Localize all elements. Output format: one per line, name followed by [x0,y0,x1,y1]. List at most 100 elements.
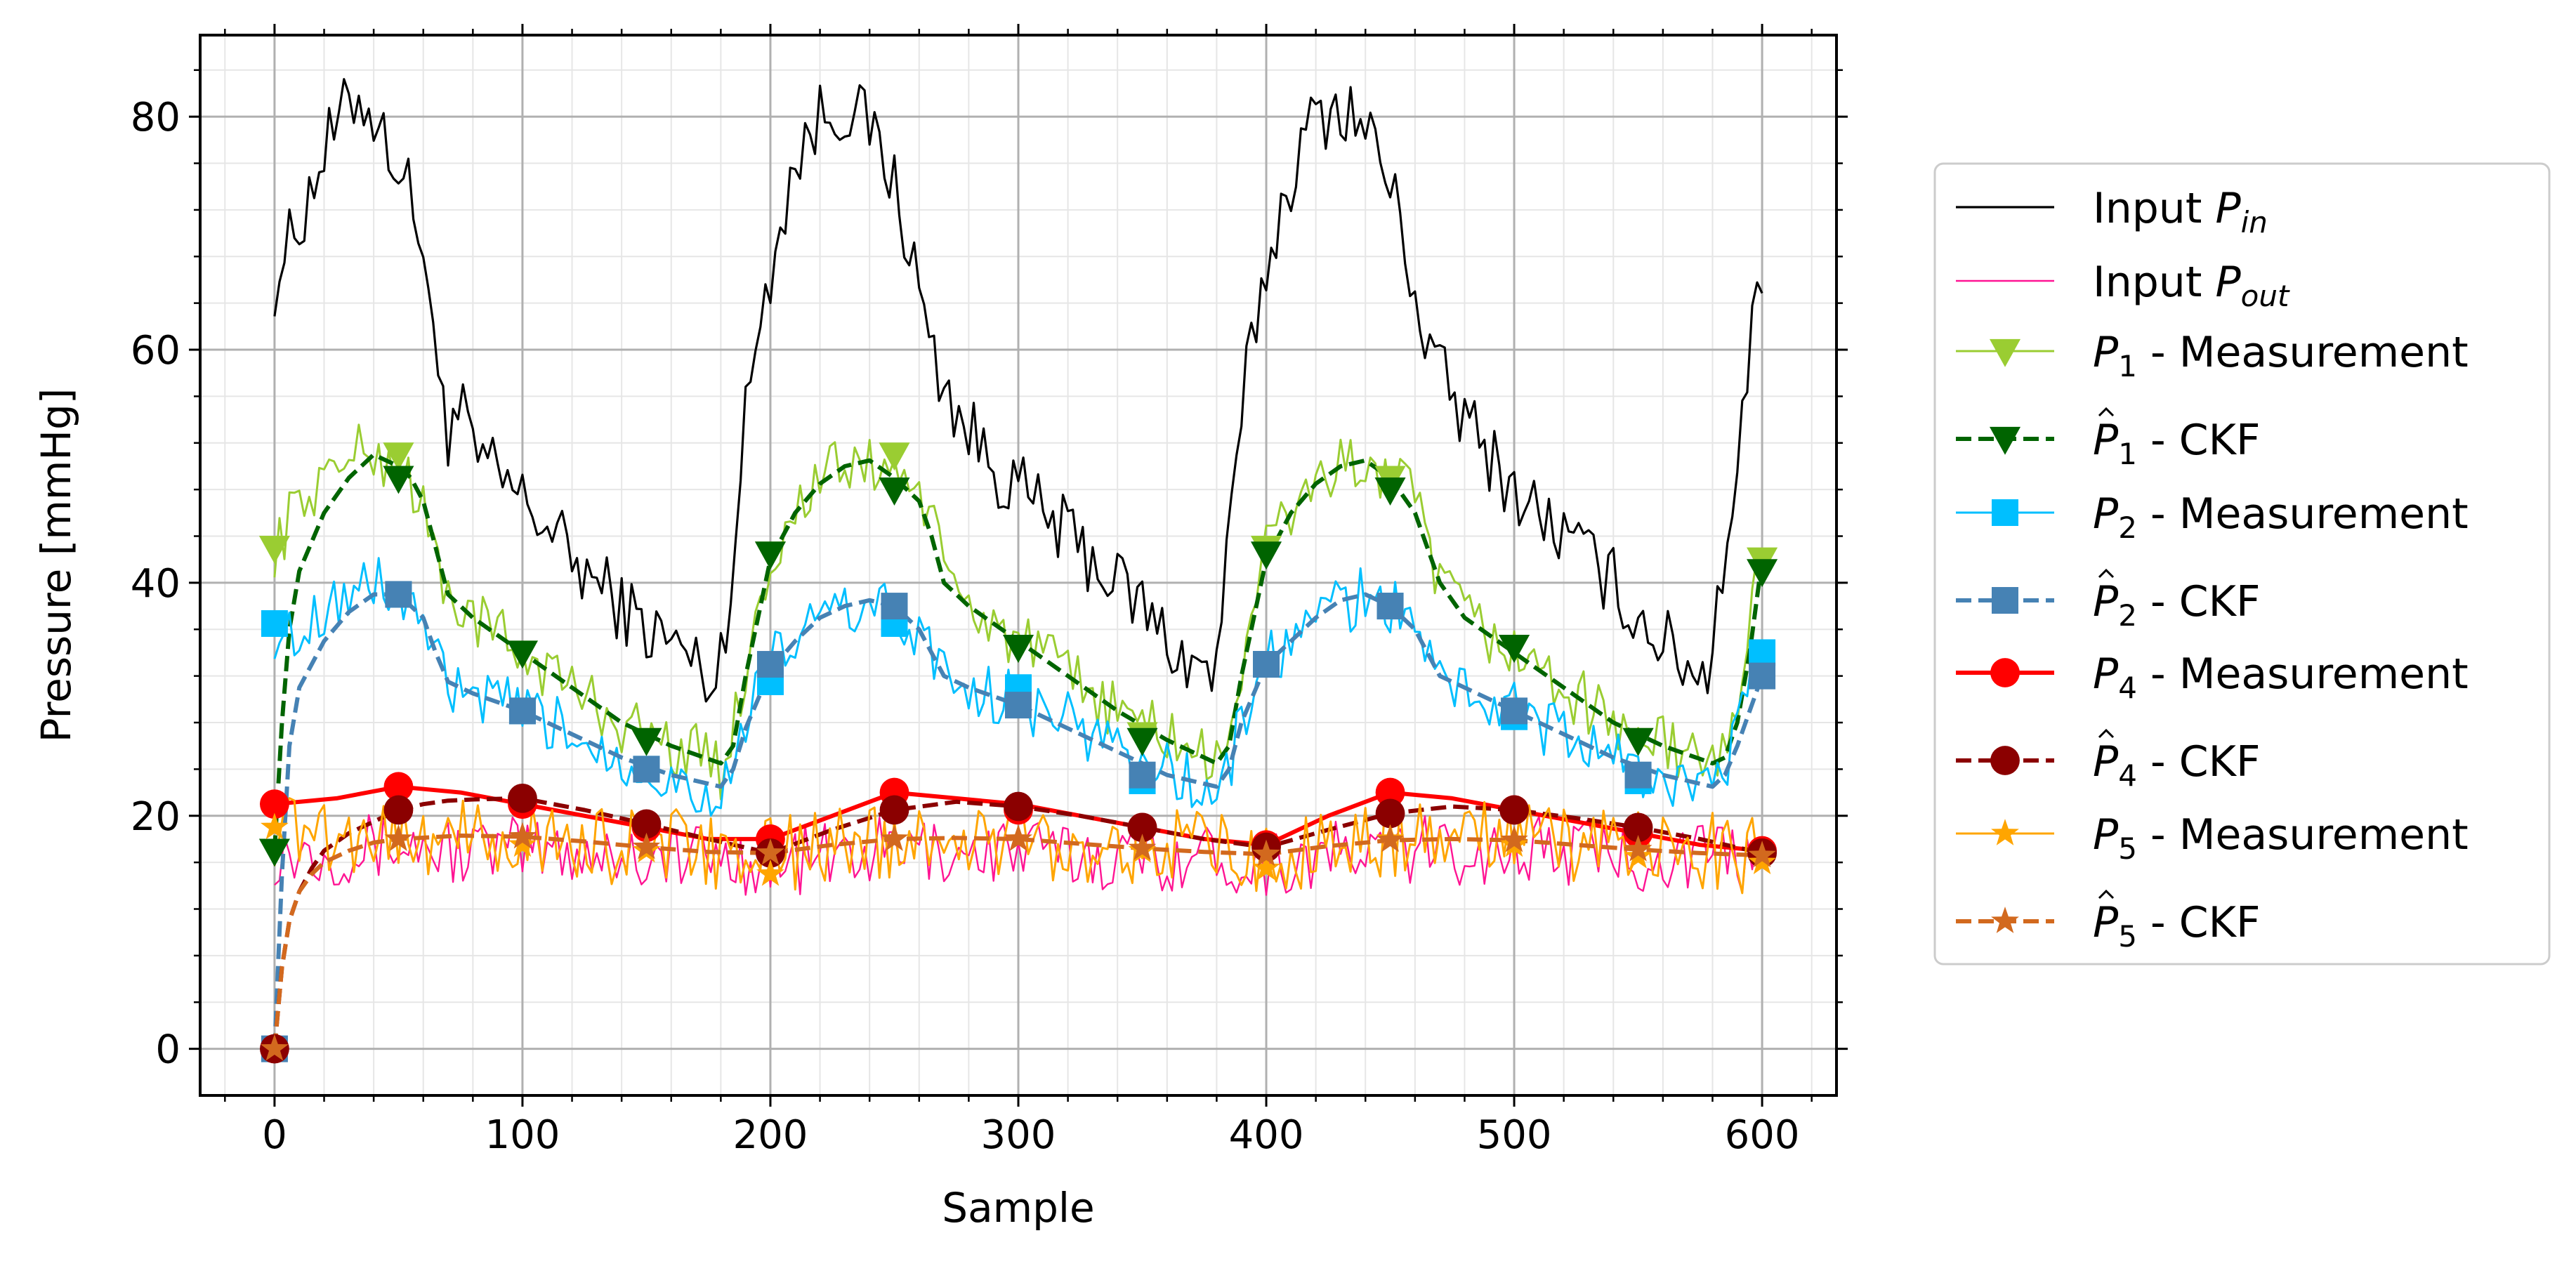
marker-p2-hat-ckf [1624,761,1652,789]
marker-p1-hat-ckf [383,466,414,494]
y-tick-label: 60 [131,328,180,374]
x-tick-label: 400 [1229,1112,1304,1158]
marker-p1-hat-ckf [1747,559,1778,588]
legend-label-p5-measurement: P5 - Measurement [2093,810,2469,866]
marker-p5-hat-ckf [1128,834,1157,861]
y-tick-label: 0 [155,1027,180,1073]
marker-p5-hat-ckf [880,824,909,851]
marker-p1-hat-ckf [879,477,910,506]
marker-p1-hat-ckf [1374,477,1406,506]
marker-p5-hat-ckf [632,832,661,859]
marker-p4-measurement [260,789,289,819]
series-line-p4-hat-ckf [272,796,1763,1049]
marker-p5-hat-ckf [756,838,784,865]
series-line-input-p-in [273,78,1763,703]
markers-layer [258,442,1778,1064]
legend-label-input-p-in: Input Pin [2093,184,2268,239]
marker-p5-hat-ckf [261,1034,289,1061]
legend-label-p2-measurement: P2 - Measurement [2093,489,2469,545]
marker-p5-hat-ckf [1748,841,1776,868]
marker-p4-hat-ckf [1004,791,1033,822]
marker-p2-hat-ckf [1129,761,1156,789]
marker-p2-hat-ckf [633,756,660,783]
legend-hat-p4-hat-ckf [2098,728,2115,739]
legend-label-p4-hat-ckf: P4 - CKF [2093,737,2260,793]
y-tick-label: 80 [131,95,180,140]
marker-p4-hat-ckf [1375,798,1405,829]
legend-label-p2-hat-ckf: P2 - CKF [2093,577,2260,633]
series-line-p5-hat-ckf [272,834,1763,1049]
marker-p2-hat-ckf [756,651,784,678]
marker-p5-measurement [508,830,537,857]
marker-p4-hat-ckf [879,795,909,825]
legend-box [1933,162,2551,966]
marker-p5-hat-ckf [384,824,413,851]
tick-labels: 0 100 200 300 400 500 600 0 20 40 60 80 [131,95,1800,1158]
legend-hat-p2-hat-ckf [2098,568,2115,579]
y-tick-label: 20 [131,794,180,840]
marker-p1-measurement [383,442,414,471]
legend-marker-p5-hat-ckf [1991,907,2019,933]
marker-p4-hat-ckf [1499,795,1529,825]
legend-label-p4-measurement: P4 - Measurement [2093,650,2469,705]
series-line-p2-hat-ckf [272,592,1764,1049]
marker-p2-hat-ckf [881,593,908,620]
marker-p2-hat-ckf [1253,651,1280,678]
x-axis-label: Sample [942,1184,1094,1232]
marker-p2-measurement [261,610,288,637]
marker-p4-measurement [1375,777,1405,808]
x-tick-label: 200 [733,1112,808,1158]
marker-p1-hat-ckf [506,640,538,669]
marker-p5-measurement [1252,853,1280,881]
marker-p4-hat-ckf [508,783,537,813]
marker-p1-measurement [258,536,290,564]
x-tick-label: 100 [485,1112,560,1158]
marker-p1-measurement [879,442,910,471]
legend-marker-p4-measurement [1990,658,2020,687]
legend-hat-p1-hat-ckf [2098,407,2115,417]
marker-p1-hat-ckf [258,838,290,867]
marker-p5-hat-ckf [1004,824,1032,851]
legend-hat-p5-hat-ckf [2098,889,2115,900]
marker-p2-hat-ckf [1749,662,1776,690]
series-line-p1-hat-ckf [272,452,1765,851]
marker-p1-hat-ckf [631,727,662,756]
marker-p4-hat-ckf [1127,812,1157,843]
marker-p5-measurement [261,812,289,840]
x-tick-label: 500 [1477,1112,1552,1158]
x-tick-label: 300 [981,1112,1056,1158]
legend-marker-p1-measurement [1989,338,2021,367]
marker-p1-hat-ckf [1499,635,1530,663]
marker-p1-hat-ckf [1126,727,1158,756]
legend-marker-p5-measurement [1991,819,2019,845]
y-axis-label: Pressure [mmHg] [32,388,80,743]
marker-p2-hat-ckf [508,697,536,725]
x-tick-label: 600 [1725,1112,1800,1158]
marker-p2-hat-ckf [1005,692,1032,719]
marker-p4-measurement [383,772,414,802]
marker-p5-hat-ckf [1500,825,1528,852]
legend: Input Pin Input Pout P1 - Measurement P1 - … [1933,162,2551,966]
legend-label-p1-measurement: P1 - Measurement [2093,328,2469,383]
marker-p5-hat-ckf [1252,839,1280,867]
marker-p2-measurement [1749,639,1776,666]
legend-marker-p2-hat-ckf [1992,587,2018,614]
legend-marker-p4-hat-ckf [1990,746,2020,775]
marker-p2-hat-ckf [1501,697,1528,725]
marker-p1-hat-ckf [1250,541,1282,570]
legend-label-input-p-out: Input Pout [2093,258,2290,313]
marker-p2-hat-ckf [1376,593,1404,620]
marker-p5-measurement [756,859,784,886]
marker-p1-hat-ckf [1002,635,1034,663]
marker-p5-hat-ckf [508,822,537,849]
legend-marker-p1-hat-ckf [1989,426,2021,455]
y-tick-label: 40 [131,561,180,607]
marker-p1-hat-ckf [754,541,787,570]
marker-p4-hat-ckf [383,795,414,825]
legend-marker-p2-measurement [1992,499,2018,526]
marker-p5-hat-ckf [1624,835,1652,862]
legend-label-p1-hat-ckf: P1 - CKF [2093,416,2260,471]
ticks-layer [189,24,1848,1107]
legend-label-p5-hat-ckf: P5 - CKF [2093,898,2260,954]
